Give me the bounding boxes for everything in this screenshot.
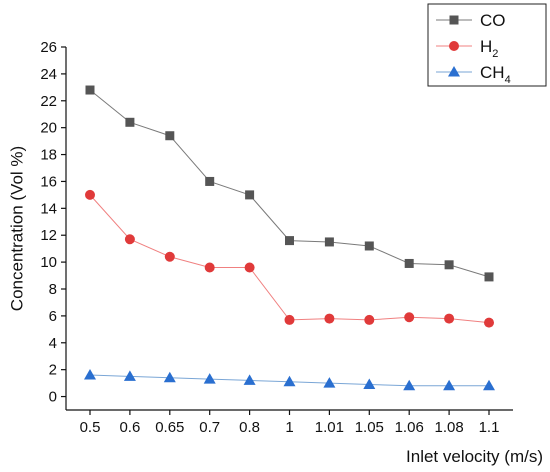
data-point-co [125, 117, 135, 127]
data-point-ch4 [283, 375, 296, 387]
y-tick-label: 16 [40, 173, 57, 190]
legend-label: H2 [480, 37, 498, 60]
data-point-h2 [364, 314, 375, 325]
y-tick-label: 18 [40, 147, 57, 164]
series-co [85, 85, 494, 282]
data-point-co [245, 190, 255, 200]
data-point-h2 [204, 262, 215, 273]
data-point-co [205, 176, 215, 186]
x-tick-label: 0.5 [80, 419, 101, 436]
legend-label: CH4 [480, 63, 511, 86]
y-axis-title: Concentration (Vol %) [7, 146, 26, 311]
data-point-ch4 [403, 379, 416, 391]
data-point-co [324, 237, 334, 247]
x-tick-label: 1.05 [355, 419, 384, 436]
data-point-co [364, 241, 374, 251]
y-tick-label: 0 [49, 389, 57, 406]
y-tick-label: 24 [40, 66, 57, 83]
legend-label-main: CH [480, 63, 505, 82]
legend-item-ch4: CH4 [436, 63, 511, 86]
data-point-co [484, 272, 494, 282]
legend-label-main: CO [480, 11, 506, 30]
y-tick-label: 6 [49, 308, 57, 325]
x-axis-title: Inlet velocity (m/s) [406, 447, 543, 466]
data-point-h2 [404, 312, 415, 323]
x-tick-label: 1.08 [434, 419, 463, 436]
series-ch4 [84, 369, 495, 391]
y-tick-label: 12 [40, 227, 57, 244]
data-point-h2 [444, 313, 455, 324]
legend-marker [449, 41, 459, 51]
data-point-co [444, 260, 454, 270]
legend-marker [449, 15, 459, 25]
series-line-co [89, 89, 490, 278]
legend-item-h2: H2 [436, 37, 498, 60]
data-point-co [285, 236, 294, 246]
data-point-ch4 [243, 374, 256, 385]
x-tick-label: 0.8 [239, 419, 260, 436]
data-point-h2 [484, 317, 494, 328]
data-point-ch4 [84, 369, 96, 380]
data-point-ch4 [123, 370, 136, 381]
legend-label: CO [480, 11, 506, 30]
y-tick-label: 26 [40, 39, 57, 56]
legend-label-subscript: 4 [505, 74, 511, 86]
legend: CO H2 CH4 [427, 3, 547, 87]
y-tick-label: 10 [40, 254, 57, 271]
data-point-ch4 [163, 371, 176, 383]
series-h2 [85, 189, 494, 328]
y-tick-label: 4 [49, 335, 57, 352]
x-tick-label: 1.1 [479, 419, 500, 436]
x-tick-label: 1 [285, 419, 293, 436]
legend-item-co: CO [436, 11, 506, 30]
data-point-h2 [124, 234, 135, 245]
data-point-ch4 [323, 377, 336, 388]
data-point-h2 [244, 262, 255, 273]
data-point-h2 [324, 313, 335, 324]
y-tick-label: 14 [40, 200, 57, 217]
y-tick-label: 20 [40, 120, 57, 137]
axes [65, 47, 513, 411]
data-point-ch4 [443, 379, 456, 391]
data-point-h2 [164, 251, 175, 262]
x-tick-label: 0.7 [199, 419, 220, 436]
y-tick-label: 22 [40, 93, 57, 110]
series-group [84, 85, 495, 391]
x-tick-label: 1.06 [395, 419, 424, 436]
data-point-co [85, 85, 95, 95]
y-tick-label: 2 [49, 362, 57, 379]
x-tick-label: 0.6 [119, 419, 140, 436]
data-point-h2 [284, 314, 295, 325]
x-tick-label: 1.01 [315, 419, 344, 436]
legend-marker [448, 66, 460, 77]
data-point-ch4 [483, 379, 495, 391]
data-point-co [165, 131, 175, 141]
data-point-co [404, 258, 414, 268]
data-point-ch4 [203, 373, 216, 384]
data-point-ch4 [363, 378, 376, 389]
x-ticks: 0.5 0.6 0.65 0.7 0.8 1 1.01 1.05 1.06 1.08 1.1 [80, 410, 500, 436]
y-tick-label: 8 [49, 281, 57, 298]
data-point-h2 [85, 189, 95, 200]
series-line-h2 [89, 194, 490, 324]
legend-label-subscript: 2 [492, 48, 498, 60]
legend-label-main: H [480, 37, 492, 56]
x-tick-label: 0.65 [155, 419, 184, 436]
